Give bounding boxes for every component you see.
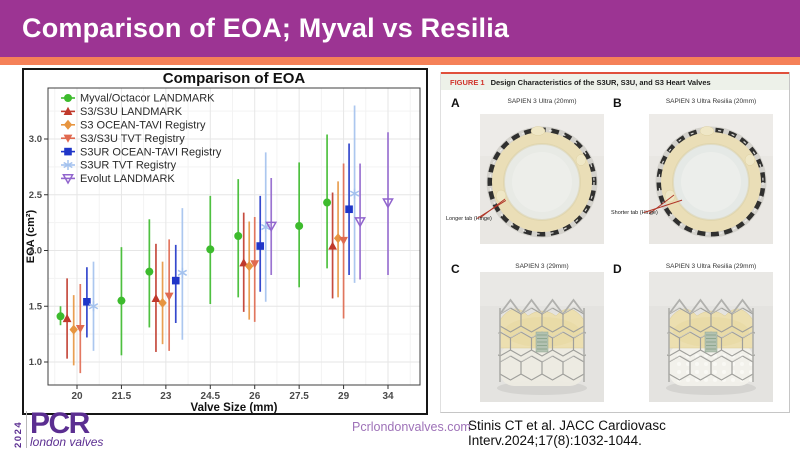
annotation-longer-tab: Longer tab (Hinge): [446, 216, 492, 222]
data-point: [117, 247, 126, 356]
data-point: [339, 163, 348, 319]
valve-photo-top-view-a: [480, 114, 604, 244]
eoa-chart: Comparison of EOA Valve Size (mm) EOA (cm²…: [25, 70, 421, 413]
logo-divider: [26, 411, 27, 448]
svg-text:23: 23: [160, 391, 172, 402]
valve-photo-side-view-c: [480, 272, 604, 402]
svg-text:20: 20: [71, 391, 83, 402]
website-link[interactable]: Pcrlondonvalves.com: [352, 420, 471, 434]
data-point: [151, 243, 161, 352]
svg-text:34: 34: [382, 391, 394, 402]
citation-text: Stinis CT et al. JACC Cardiovasc Interv.…: [468, 418, 666, 448]
panel-letter-a: A: [451, 96, 460, 110]
panel-caption-a: SAPIEN 3 Ultra (20mm): [507, 98, 577, 105]
data-point: [177, 208, 188, 340]
chart-axes: 1.0 1.5 2.0 2.5 3.0 20 21.5 23 24.5 26 27.5 29 34: [29, 134, 394, 402]
page-title: Comparison of EOA; Myval vs Resilia: [22, 13, 510, 43]
valve-photo-side-view-d: [649, 272, 773, 402]
data-point: [206, 195, 215, 305]
logo-brand: PCR: [30, 407, 90, 440]
data-point: [261, 152, 271, 302]
svg-text:1.0: 1.0: [29, 357, 42, 368]
logo-main: PCR london valves: [30, 407, 104, 449]
panel-caption-b: SAPIEN 3 Ultra Resilia (20mm): [665, 98, 757, 105]
svg-text:24.5: 24.5: [201, 391, 221, 402]
svg-text:S3UR OCEAN-TAVI Registry: S3UR OCEAN-TAVI Registry: [80, 146, 222, 158]
annotation-shorter-tab: Shorter tab (Hinge): [611, 210, 658, 216]
figure-top-rule: [441, 72, 789, 74]
data-point: [75, 283, 85, 374]
data-point: [69, 295, 78, 366]
svg-text:S3UR TVT Registry: S3UR TVT Registry: [80, 160, 177, 172]
svg-text:1.5: 1.5: [29, 301, 43, 312]
svg-text:Evolut LANDMARK: Evolut LANDMARK: [80, 173, 175, 185]
figure-title: Design Characteristics of the S3UR, S3U,…: [490, 77, 711, 87]
data-point: [256, 195, 265, 292]
data-point: [250, 217, 260, 322]
accent-stripe: [0, 57, 800, 65]
data-point: [171, 244, 180, 323]
logo-year: 2024: [13, 420, 24, 448]
svg-text:2.0: 2.0: [29, 246, 42, 257]
panel-caption-c: SAPIEN 3 (29mm): [515, 263, 569, 270]
valve-photo-top-view-b: [648, 114, 773, 244]
data-point: [333, 181, 343, 298]
logo-tagline: london valves: [30, 435, 104, 449]
panel-letter-d: D: [613, 262, 622, 276]
panel-letter-b: B: [613, 96, 622, 110]
data-point: [328, 192, 337, 299]
data-point: [245, 221, 254, 320]
svg-text:2.5: 2.5: [29, 190, 43, 201]
svg-text:26: 26: [249, 391, 261, 402]
svg-text:S3/S3U TVT Registry: S3/S3U TVT Registry: [80, 133, 185, 145]
chart-panel-border: [47, 87, 421, 386]
data-point: [382, 132, 394, 276]
data-point: [158, 261, 167, 345]
data-point: [239, 212, 249, 312]
svg-text:3.0: 3.0: [29, 134, 42, 145]
jacc-figure-panel: FIGURE 1 Design Characteristics of the S…: [440, 72, 790, 413]
eoa-chart-box: Comparison of EOA Valve Size (mm) EOA (cm²…: [22, 68, 428, 415]
data-point: [345, 143, 353, 276]
svg-text:S3/S3U LANDMARK: S3/S3U LANDMARK: [80, 106, 183, 118]
slide-header: Comparison of EOA; Myval vs Resilia: [0, 0, 800, 57]
x-axis-title: Valve Size (mm): [191, 402, 278, 413]
svg-text:21.5: 21.5: [112, 391, 132, 402]
panel-letter-c: C: [451, 262, 460, 276]
data-point: [88, 261, 99, 351]
data-point: [145, 219, 154, 328]
data-point: [265, 178, 278, 276]
svg-text:Myval/Octacor LANDMARK: Myval/Octacor LANDMARK: [80, 93, 215, 105]
data-point: [354, 163, 366, 280]
chart-title: Comparison of EOA: [163, 70, 306, 87]
y-axis-title: EOA (cm²): [25, 209, 37, 263]
data-point: [164, 239, 174, 351]
figure-header: FIGURE 1 Design Characteristics of the S…: [441, 74, 789, 90]
svg-text:29: 29: [338, 391, 350, 402]
data-point: [349, 105, 360, 283]
pcr-logo: 2024 PCR london valves: [13, 407, 104, 449]
data-point: [295, 162, 304, 288]
data-point: [62, 278, 72, 359]
data-point: [56, 306, 65, 326]
figure-number-label: FIGURE 1: [450, 77, 485, 87]
data-point: [323, 134, 332, 269]
svg-text:27.5: 27.5: [289, 391, 309, 402]
panel-caption-d: SAPIEN 3 Ultra Resilia (29mm): [665, 263, 757, 270]
svg-text:S3 OCEAN-TAVI Registry: S3 OCEAN-TAVI Registry: [80, 120, 206, 132]
data-point: [83, 267, 91, 338]
data-point: [234, 179, 243, 298]
